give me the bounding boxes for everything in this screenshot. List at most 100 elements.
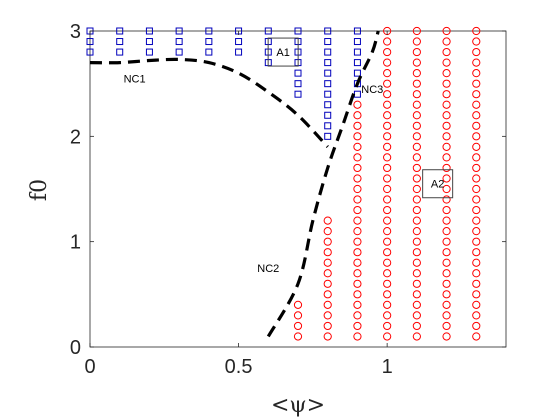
data-point-circle [472,79,481,88]
data-point-square [294,69,302,77]
data-point-circle [412,311,421,320]
data-point-circle [383,111,392,120]
data-point-circle [442,248,451,257]
axis-ticks: 0 0.5 1 0 1 2 3 [70,21,506,378]
data-point-circle [472,216,481,225]
data-point-circle [412,174,421,183]
data-point-square [353,48,361,56]
data-point-circle [442,153,451,162]
data-point-circle [412,111,421,120]
data-point-circle [353,311,362,320]
data-point-circle [442,332,451,341]
data-point-circle [472,227,481,236]
data-point-circle [353,321,362,331]
data-point-square [324,101,332,109]
data-point-circle [412,227,421,236]
data-point-circle [412,121,421,130]
plot-area [89,30,507,348]
data-point-square [264,27,272,35]
data-point-circle [383,248,392,257]
data-point-circle [353,100,362,109]
data-point-circle [442,311,451,320]
data-point-square [324,38,332,46]
data-point-circle [353,184,362,194]
data-point-circle [383,321,392,331]
data-point-circle [412,90,421,99]
data-point-circle [472,163,481,173]
data-point-circle [353,300,362,309]
data-point-circle [293,311,303,320]
x-tick-label: 0.5 [225,356,253,378]
series-b-markers [293,26,481,341]
data-point-circle [442,195,451,204]
data-point-circle [442,237,451,246]
data-point-circle [442,26,451,36]
data-point-circle [472,174,481,183]
data-point-square [175,27,183,35]
data-point-circle [323,332,332,341]
annotations: NC1 NC2 NC3 A1 A2 [124,37,454,275]
data-point-circle [353,111,362,120]
data-point-square [145,27,153,35]
data-point-circle [412,26,421,36]
data-point-circle [412,216,421,225]
data-point-circle [472,58,481,67]
data-point-circle [383,100,392,109]
data-point-circle [323,300,332,309]
data-point-square [324,90,332,98]
data-point-square [116,38,124,46]
boundary-curve [266,30,380,338]
data-point-circle [293,300,303,309]
data-point-circle [383,205,392,215]
data-point-circle [472,37,481,46]
data-point-circle [323,248,332,257]
data-point-circle [442,121,451,130]
data-point-circle [442,37,451,46]
data-point-circle [442,205,451,215]
data-point-circle [412,321,421,331]
data-point-square [175,38,183,46]
data-point-circle [442,216,451,225]
y-tick-label: 0 [70,337,81,359]
data-point-circle [442,174,451,183]
data-point-circle [353,174,362,183]
data-point-square [324,132,332,140]
data-point-circle [472,258,481,267]
data-point-circle [353,142,362,151]
data-point-circle [323,237,332,246]
data-point-circle [353,121,362,130]
data-point-circle [323,216,332,225]
data-point-circle [323,279,332,288]
data-point-circle [442,142,451,151]
data-point-circle [323,290,332,299]
data-point-circle [442,47,451,57]
data-point-circle [412,258,421,267]
data-point-square [324,59,332,67]
x-tick-label: 0 [84,356,95,378]
data-point-circle [472,195,481,204]
data-point-circle [323,258,332,267]
data-point-circle [472,290,481,299]
boundary-curves [89,30,380,338]
data-point-circle [323,311,332,320]
data-point-circle [472,47,481,57]
data-point-square [86,48,94,56]
data-point-circle [353,237,362,246]
data-point-circle [383,311,392,320]
data-point-circle [472,111,481,120]
data-point-circle [472,90,481,99]
y-tick-label: 2 [70,126,81,148]
data-point-square [205,48,213,56]
data-point-circle [383,142,392,151]
data-point-circle [412,47,421,57]
data-point-circle [472,121,481,130]
data-point-circle [442,300,451,309]
data-point-circle [383,332,392,341]
annotation-label: A1 [276,47,289,59]
data-point-circle [412,195,421,204]
data-point-square [294,80,302,88]
data-point-circle [472,332,481,341]
data-point-circle [472,132,481,141]
data-point-circle [412,163,421,173]
